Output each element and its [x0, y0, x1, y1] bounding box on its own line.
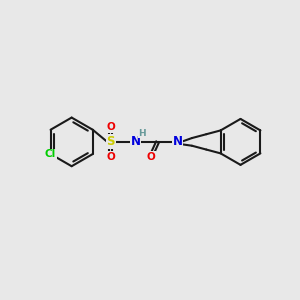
- Text: N: N: [172, 135, 183, 148]
- Text: O: O: [106, 122, 115, 132]
- Text: O: O: [106, 152, 115, 162]
- Text: N: N: [131, 135, 141, 148]
- Text: Cl: Cl: [45, 149, 56, 159]
- Text: H: H: [139, 129, 146, 138]
- Text: O: O: [146, 152, 155, 162]
- Text: S: S: [106, 135, 115, 148]
